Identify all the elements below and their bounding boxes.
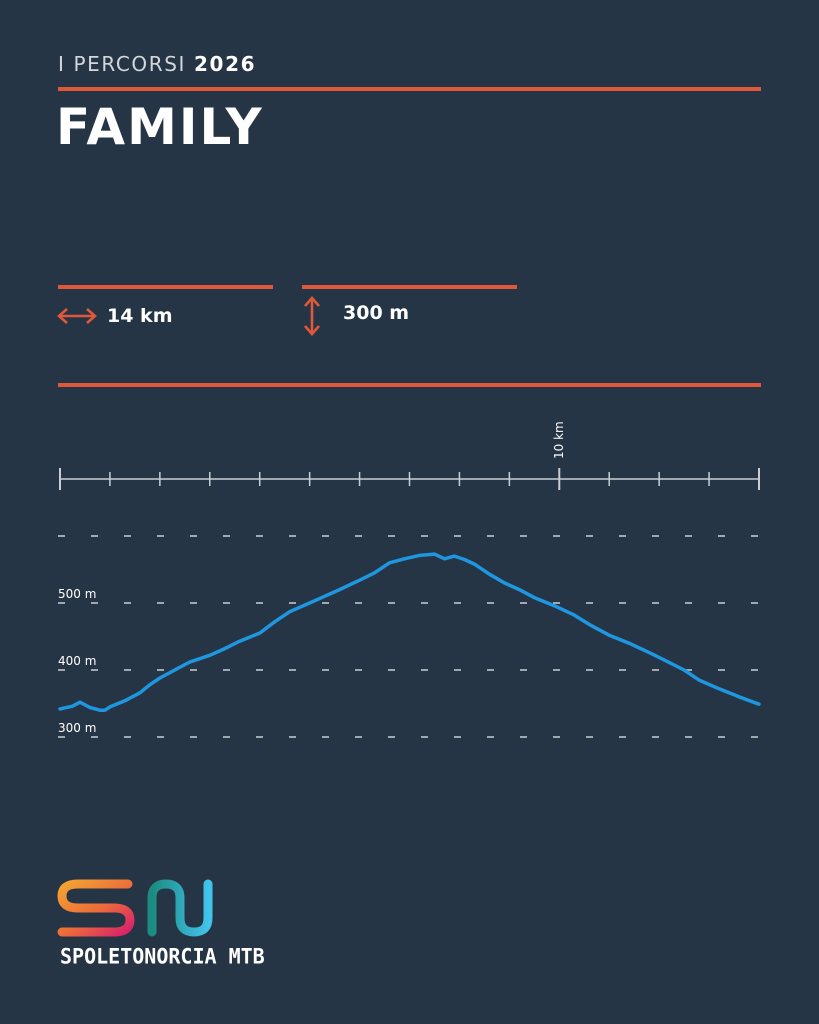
- y-tick-label: 400 m: [58, 654, 96, 668]
- elevation-rule: [302, 285, 517, 289]
- page-title: FAMILY: [56, 98, 264, 156]
- chart-top-rule: [58, 383, 761, 387]
- y-tick-label: 300 m: [58, 721, 96, 735]
- brand-name: SPOLETONORCIA MTB: [60, 943, 265, 969]
- distance-axis: 10 km: [59, 421, 760, 490]
- distance-rule: [58, 285, 273, 289]
- page-kicker: I PERCORSI 2026: [58, 52, 256, 76]
- horizontal-double-arrow-icon: [57, 308, 97, 324]
- elevation-profile-line: [58, 552, 761, 712]
- elevation-series: [58, 552, 761, 712]
- kicker-prefix: I PERCORSI: [58, 52, 187, 76]
- vertical-double-arrow-icon: [304, 296, 320, 336]
- kicker-year: 2026: [194, 52, 257, 76]
- elevation-grid: 300 m 400 m 500 m: [58, 535, 759, 738]
- y-tick-label: 500 m: [58, 587, 96, 601]
- elevation-profile-chart: 10 km 300 m 400 m 500 m: [58, 421, 761, 738]
- header-rule: [58, 87, 761, 91]
- spoletonorcia-logo: [57, 879, 213, 937]
- x-tick-label: 10 km: [552, 421, 566, 459]
- elevation-value: 300 m: [343, 302, 410, 324]
- distance-value: 14 km: [107, 305, 173, 327]
